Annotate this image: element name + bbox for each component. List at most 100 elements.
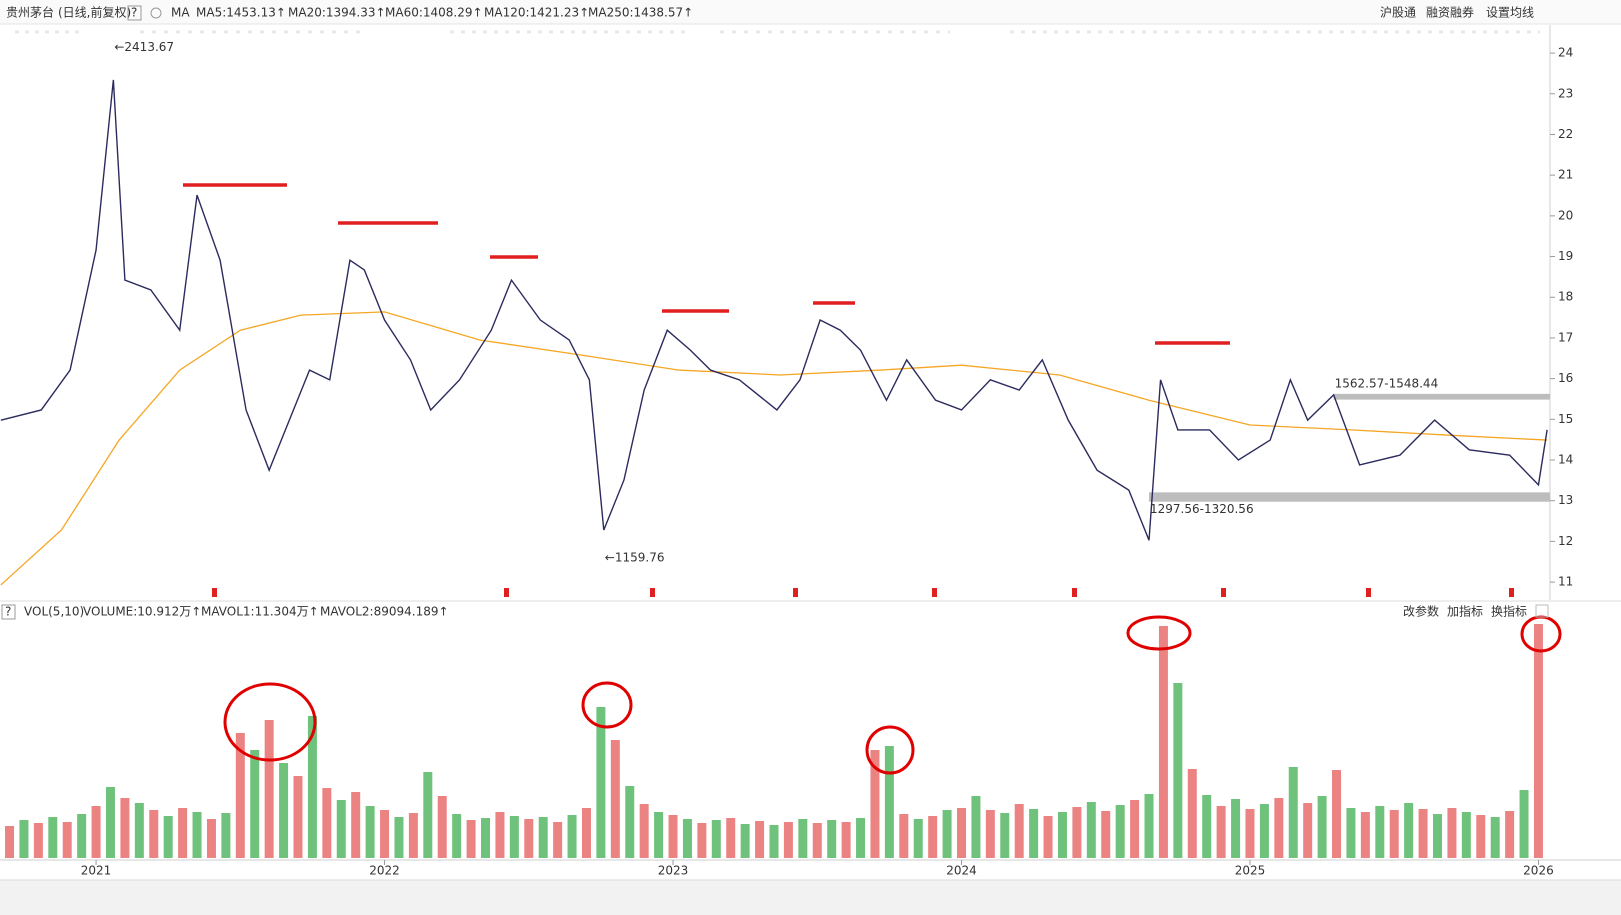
volume-bar bbox=[466, 820, 476, 858]
dividend-markers bbox=[212, 588, 1514, 597]
ma-label: MA120:1421.23↑ bbox=[484, 6, 589, 20]
y-tick-label: 20 bbox=[1558, 208, 1573, 222]
volume-bar bbox=[798, 819, 808, 858]
volume-bar bbox=[726, 818, 736, 858]
vol-button[interactable]: 换指标 bbox=[1491, 604, 1527, 619]
y-tick-label: 22 bbox=[1558, 127, 1573, 141]
resistance-marks bbox=[183, 183, 1230, 345]
y-tick-label: 12 bbox=[1558, 534, 1573, 548]
volume-bar bbox=[1057, 812, 1067, 858]
volume-bar bbox=[1389, 810, 1399, 858]
annotation: ←2413.67 bbox=[114, 40, 174, 54]
volume-bar bbox=[1187, 769, 1197, 858]
volume-bar bbox=[250, 750, 260, 858]
volume-bar bbox=[221, 813, 231, 858]
volume-bar bbox=[307, 716, 317, 858]
help-box[interactable] bbox=[1, 604, 16, 620]
volume-bar bbox=[365, 806, 375, 858]
volume-bar bbox=[1519, 790, 1529, 858]
zone-label: 1562.57-1548.44 bbox=[1335, 376, 1439, 390]
highlight-circles bbox=[223, 615, 1562, 775]
volume-bar bbox=[884, 746, 894, 858]
x-tick-label: 2025 bbox=[1235, 864, 1266, 878]
price-line bbox=[0, 79, 1548, 541]
volume-bar bbox=[827, 820, 837, 858]
header-period: (日线,前复权) bbox=[58, 5, 131, 20]
volume-bar bbox=[942, 810, 952, 858]
vol-help[interactable]: ? bbox=[5, 605, 11, 619]
volume-bar bbox=[380, 810, 390, 858]
volume-bar bbox=[120, 798, 130, 858]
price-zone bbox=[1149, 492, 1550, 502]
y-tick-label: 21 bbox=[1558, 168, 1573, 182]
volume-bar bbox=[682, 819, 692, 858]
x-tick-label: 2021 bbox=[81, 864, 112, 878]
volume-bar bbox=[1432, 814, 1442, 858]
volume-bar bbox=[524, 819, 534, 858]
volume-bar bbox=[1360, 812, 1370, 858]
annotation: ←1159.76 bbox=[605, 550, 665, 564]
volume-bar bbox=[567, 815, 577, 858]
volume-bar bbox=[351, 792, 361, 858]
volume-bar bbox=[1317, 796, 1327, 858]
ma-label: MA60:1408.29↑ bbox=[385, 6, 483, 20]
volume-bar bbox=[1101, 811, 1111, 858]
vol-label: MAVOL1:11.304万↑ bbox=[201, 605, 319, 619]
volume-bar bbox=[957, 808, 967, 858]
volume-bar bbox=[1461, 812, 1471, 858]
volume-bar bbox=[5, 826, 15, 858]
volume-bar bbox=[322, 788, 332, 858]
volume-bar bbox=[408, 813, 418, 858]
volume-bar bbox=[105, 787, 115, 858]
header-link[interactable]: 融资融券 bbox=[1426, 5, 1474, 20]
header-link[interactable]: 设置均线 bbox=[1486, 6, 1534, 20]
volume-bar bbox=[668, 815, 678, 858]
volume-bar bbox=[1274, 798, 1284, 858]
volume-bar bbox=[740, 824, 750, 858]
help-box[interactable] bbox=[127, 5, 142, 21]
volume-bar bbox=[1447, 808, 1457, 858]
settings-icon[interactable] bbox=[150, 7, 162, 19]
volume-bar bbox=[1043, 816, 1053, 858]
volume-bar bbox=[178, 808, 188, 858]
volume-bar bbox=[293, 776, 303, 858]
volume-bar bbox=[1216, 806, 1226, 858]
volume-bar bbox=[1303, 803, 1313, 858]
volume-bar bbox=[1086, 802, 1096, 858]
y-tick-label: 19 bbox=[1558, 249, 1573, 263]
volume-bar bbox=[423, 772, 433, 858]
volume-bar bbox=[913, 819, 923, 858]
volume-bar bbox=[1476, 815, 1486, 858]
volume-bar bbox=[1288, 767, 1298, 858]
header-link[interactable]: 沪股通 bbox=[1380, 6, 1416, 20]
volume-bar bbox=[1158, 626, 1168, 858]
volume-bar bbox=[1144, 794, 1154, 858]
volume-bar bbox=[235, 733, 245, 858]
vol-button[interactable]: 加指标 bbox=[1447, 604, 1483, 619]
x-tick-label: 2022 bbox=[369, 864, 400, 878]
volume-bar bbox=[91, 806, 101, 858]
volume-bar bbox=[971, 796, 981, 858]
volume-bar bbox=[1231, 799, 1241, 858]
volume-bar bbox=[77, 814, 87, 858]
volume-bar bbox=[1346, 808, 1356, 858]
volume-bar bbox=[1375, 806, 1385, 858]
volume-bar bbox=[841, 822, 851, 858]
volume-bar bbox=[206, 819, 216, 858]
volume-bar bbox=[639, 804, 649, 858]
vol-button[interactable]: 改参数 bbox=[1403, 604, 1439, 619]
volume-bar bbox=[1130, 800, 1140, 858]
volume-bar bbox=[19, 820, 29, 858]
volume-bar bbox=[509, 816, 519, 858]
collapse-box[interactable] bbox=[1535, 604, 1549, 618]
volume-bar bbox=[812, 823, 822, 858]
volume-bar bbox=[581, 808, 591, 858]
vol-label: VOL(5,10) bbox=[24, 605, 84, 619]
volume-bar bbox=[163, 816, 173, 858]
volume-bar bbox=[149, 810, 159, 858]
header-help[interactable]: ? bbox=[131, 6, 137, 20]
header-stock: 贵州茅台 bbox=[6, 5, 54, 20]
volume-bar bbox=[1115, 805, 1125, 858]
